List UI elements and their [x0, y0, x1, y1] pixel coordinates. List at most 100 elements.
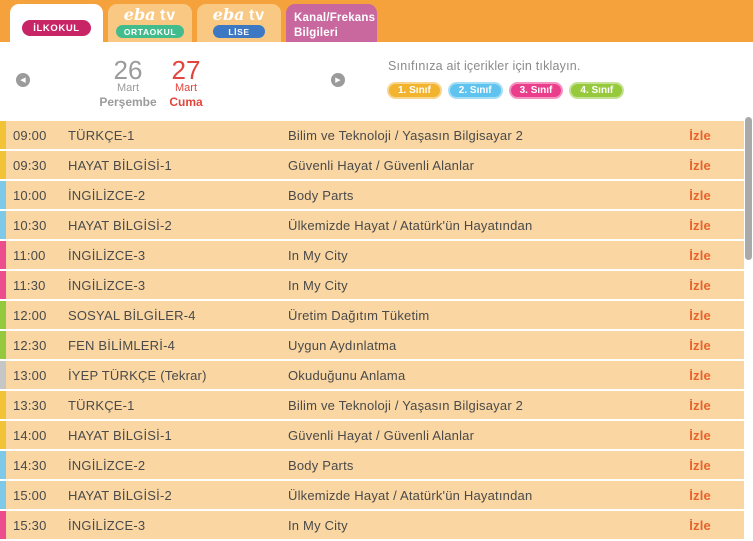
lise-badge: LİSE — [213, 25, 265, 38]
row-topic: In My City — [288, 517, 348, 533]
grade-color-stripe — [0, 421, 6, 449]
row-time: 09:30 — [13, 157, 47, 173]
row-subject: FEN BİLİMLERİ-4 — [68, 337, 176, 353]
eba-tv-logo: eba tv — [123, 5, 177, 24]
watch-link[interactable]: İzle — [689, 487, 711, 503]
sub-header: ◀ 26 Mart Perşembe 27 Mart Cuma ▶ Sınıfı… — [0, 42, 753, 120]
schedule-row[interactable]: 15:00 HAYAT BİLGİSİ-2 Ülkemizde Hayat / … — [0, 481, 744, 509]
row-subject: HAYAT BİLGİSİ-1 — [68, 427, 172, 443]
grade-color-stripe — [0, 451, 6, 479]
prev-day-button[interactable]: ◀ — [16, 73, 30, 87]
schedule-row[interactable]: 10:00 İNGİLİZCE-2 Body Parts İzle — [0, 181, 744, 209]
tab-kanal-frekans[interactable]: Kanal/Frekans Bilgileri — [286, 4, 377, 42]
row-subject: İYEP TÜRKÇE (Tekrar) — [68, 367, 207, 383]
row-topic: Okuduğunu Anlama — [288, 367, 406, 383]
row-topic: Üretim Dağıtım Tüketim — [288, 307, 430, 323]
schedule-row[interactable]: 09:00 TÜRKÇE-1 Bilim ve Teknoloji / Yaşa… — [0, 121, 744, 149]
row-subject: HAYAT BİLGİSİ-2 — [68, 217, 172, 233]
ortaokul-badge: ORTAOKUL — [115, 25, 185, 38]
tab-ilkokul[interactable]: İLKOKUL — [10, 4, 103, 42]
row-time: 09:00 — [13, 127, 47, 143]
row-time: 15:00 — [13, 487, 47, 503]
watch-link[interactable]: İzle — [689, 457, 711, 473]
watch-link[interactable]: İzle — [689, 277, 711, 293]
tab-ortaokul[interactable]: eba tv ORTAOKUL — [108, 4, 192, 42]
tab-lise[interactable]: eba tv LİSE — [197, 4, 281, 42]
row-time: 14:30 — [13, 457, 47, 473]
date-current-day[interactable]: 27 Mart Cuma — [162, 57, 210, 109]
row-topic: Ülkemizde Hayat / Atatürk'ün Hayatından — [288, 217, 533, 233]
row-time: 15:30 — [13, 517, 47, 533]
schedule-row[interactable]: 14:00 HAYAT BİLGİSİ-1 Güvenli Hayat / Gü… — [0, 421, 744, 449]
row-time: 14:00 — [13, 427, 47, 443]
watch-link[interactable]: İzle — [689, 217, 711, 233]
next-arrow-icon: ▶ — [335, 77, 341, 84]
grade-color-stripe — [0, 481, 6, 509]
row-topic: Bilim ve Teknoloji / Yaşasın Bilgisayar … — [288, 127, 524, 143]
row-time: 10:30 — [13, 217, 47, 233]
schedule-row[interactable]: 09:30 HAYAT BİLGİSİ-1 Güvenli Hayat / Gü… — [0, 151, 744, 179]
grade-filter-button[interactable]: 3. Sınıf — [508, 82, 564, 99]
eba-tv-logo: eba tv — [212, 5, 266, 24]
grade-color-stripe — [0, 151, 6, 179]
schedule-row[interactable]: 12:30 FEN BİLİMLERİ-4 Uygun Aydınlatma İ… — [0, 331, 744, 359]
schedule-row[interactable]: 15:30 İNGİLİZCE-3 In My City İzle — [0, 511, 744, 539]
schedule-row[interactable]: 14:30 İNGİLİZCE-2 Body Parts İzle — [0, 451, 744, 479]
row-time: 12:30 — [13, 337, 47, 353]
grade-filter-button[interactable]: 2. Sınıf — [447, 82, 503, 99]
prev-arrow-icon: ◀ — [20, 77, 26, 84]
grade-color-stripe — [0, 121, 6, 149]
watch-link[interactable]: İzle — [689, 367, 711, 383]
watch-link[interactable]: İzle — [689, 517, 711, 533]
row-subject: İNGİLİZCE-2 — [68, 457, 146, 473]
schedule-row[interactable]: 10:30 HAYAT BİLGİSİ-2 Ülkemizde Hayat / … — [0, 211, 744, 239]
row-subject: TÜRKÇE-1 — [68, 127, 135, 143]
schedule-row[interactable]: 13:30 TÜRKÇE-1 Bilim ve Teknoloji / Yaşa… — [0, 391, 744, 419]
channel-tabs: İLKOKUL eba tv ORTAOKUL eba tv LİSE Kana… — [10, 4, 377, 42]
grade-color-stripe — [0, 361, 6, 389]
grade-color-stripe — [0, 331, 6, 359]
row-topic: In My City — [288, 247, 348, 263]
row-subject: İNGİLİZCE-3 — [68, 277, 146, 293]
schedule-row[interactable]: 11:00 İNGİLİZCE-3 In My City İzle — [0, 241, 744, 269]
watch-link[interactable]: İzle — [689, 307, 711, 323]
watch-link[interactable]: İzle — [689, 247, 711, 263]
watch-link[interactable]: İzle — [689, 337, 711, 353]
row-time: 11:30 — [13, 277, 46, 293]
schedule-row[interactable]: 11:30 İNGİLİZCE-3 In My City İzle — [0, 271, 744, 299]
row-time: 10:00 — [13, 187, 47, 203]
grade-filter-button[interactable]: 1. Sınıf — [387, 82, 442, 99]
watch-link[interactable]: İzle — [689, 187, 711, 203]
row-time: 11:00 — [13, 247, 46, 263]
watch-link[interactable]: İzle — [689, 157, 711, 173]
schedule-row[interactable]: 13:00 İYEP TÜRKÇE (Tekrar) Okuduğunu Anl… — [0, 361, 744, 389]
grade-color-stripe — [0, 301, 6, 329]
next-day-button[interactable]: ▶ — [331, 73, 345, 87]
row-topic: Body Parts — [288, 457, 354, 473]
scrollbar-thumb[interactable] — [745, 117, 752, 260]
grade-filter-button[interactable]: 4. Sınıf — [569, 82, 625, 99]
row-topic: Uygun Aydınlatma — [288, 337, 397, 353]
row-topic: Bilim ve Teknoloji / Yaşasın Bilgisayar … — [288, 397, 524, 413]
date-month: Mart — [175, 82, 197, 94]
grade-color-stripe — [0, 211, 6, 239]
ilkokul-badge: İLKOKUL — [22, 20, 91, 36]
watch-link[interactable]: İzle — [689, 427, 711, 443]
date-weekday: Cuma — [169, 95, 203, 109]
row-subject: SOSYAL BİLGİLER-4 — [68, 307, 196, 323]
grade-color-stripe — [0, 181, 6, 209]
watch-link[interactable]: İzle — [689, 127, 711, 143]
watch-link[interactable]: İzle — [689, 397, 711, 413]
row-time: 13:00 — [13, 367, 47, 383]
row-subject: HAYAT BİLGİSİ-1 — [68, 157, 172, 173]
row-time: 13:30 — [13, 397, 47, 413]
date-weekday: Perşembe — [99, 95, 157, 109]
row-subject: TÜRKÇE-1 — [68, 397, 135, 413]
row-subject: İNGİLİZCE-2 — [68, 187, 146, 203]
row-topic: Güvenli Hayat / Güvenli Alanlar — [288, 427, 475, 443]
schedule-row[interactable]: 12:00 SOSYAL BİLGİLER-4 Üretim Dağıtım T… — [0, 301, 744, 329]
date-prev-day[interactable]: 26 Mart Perşembe — [98, 57, 158, 109]
date-month: Mart — [117, 82, 139, 94]
row-topic: Güvenli Hayat / Güvenli Alanlar — [288, 157, 475, 173]
row-topic: Body Parts — [288, 187, 354, 203]
